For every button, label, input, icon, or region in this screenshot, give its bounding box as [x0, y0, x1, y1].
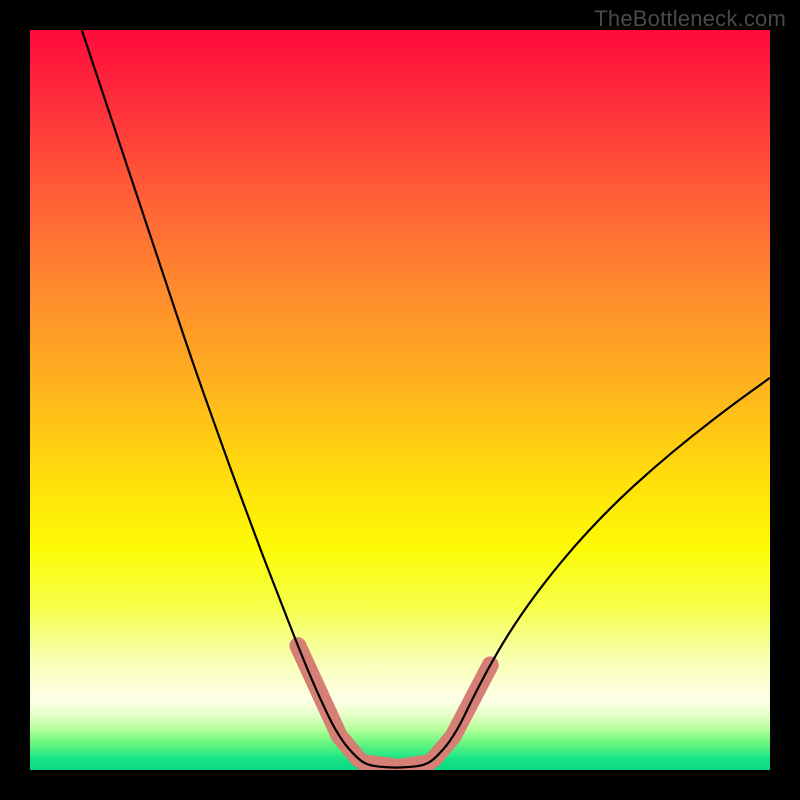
chart-plot — [30, 30, 770, 770]
figure-root: TheBottleneck.com — [0, 0, 800, 800]
chart-background — [30, 30, 770, 770]
watermark-text: TheBottleneck.com — [594, 6, 786, 32]
